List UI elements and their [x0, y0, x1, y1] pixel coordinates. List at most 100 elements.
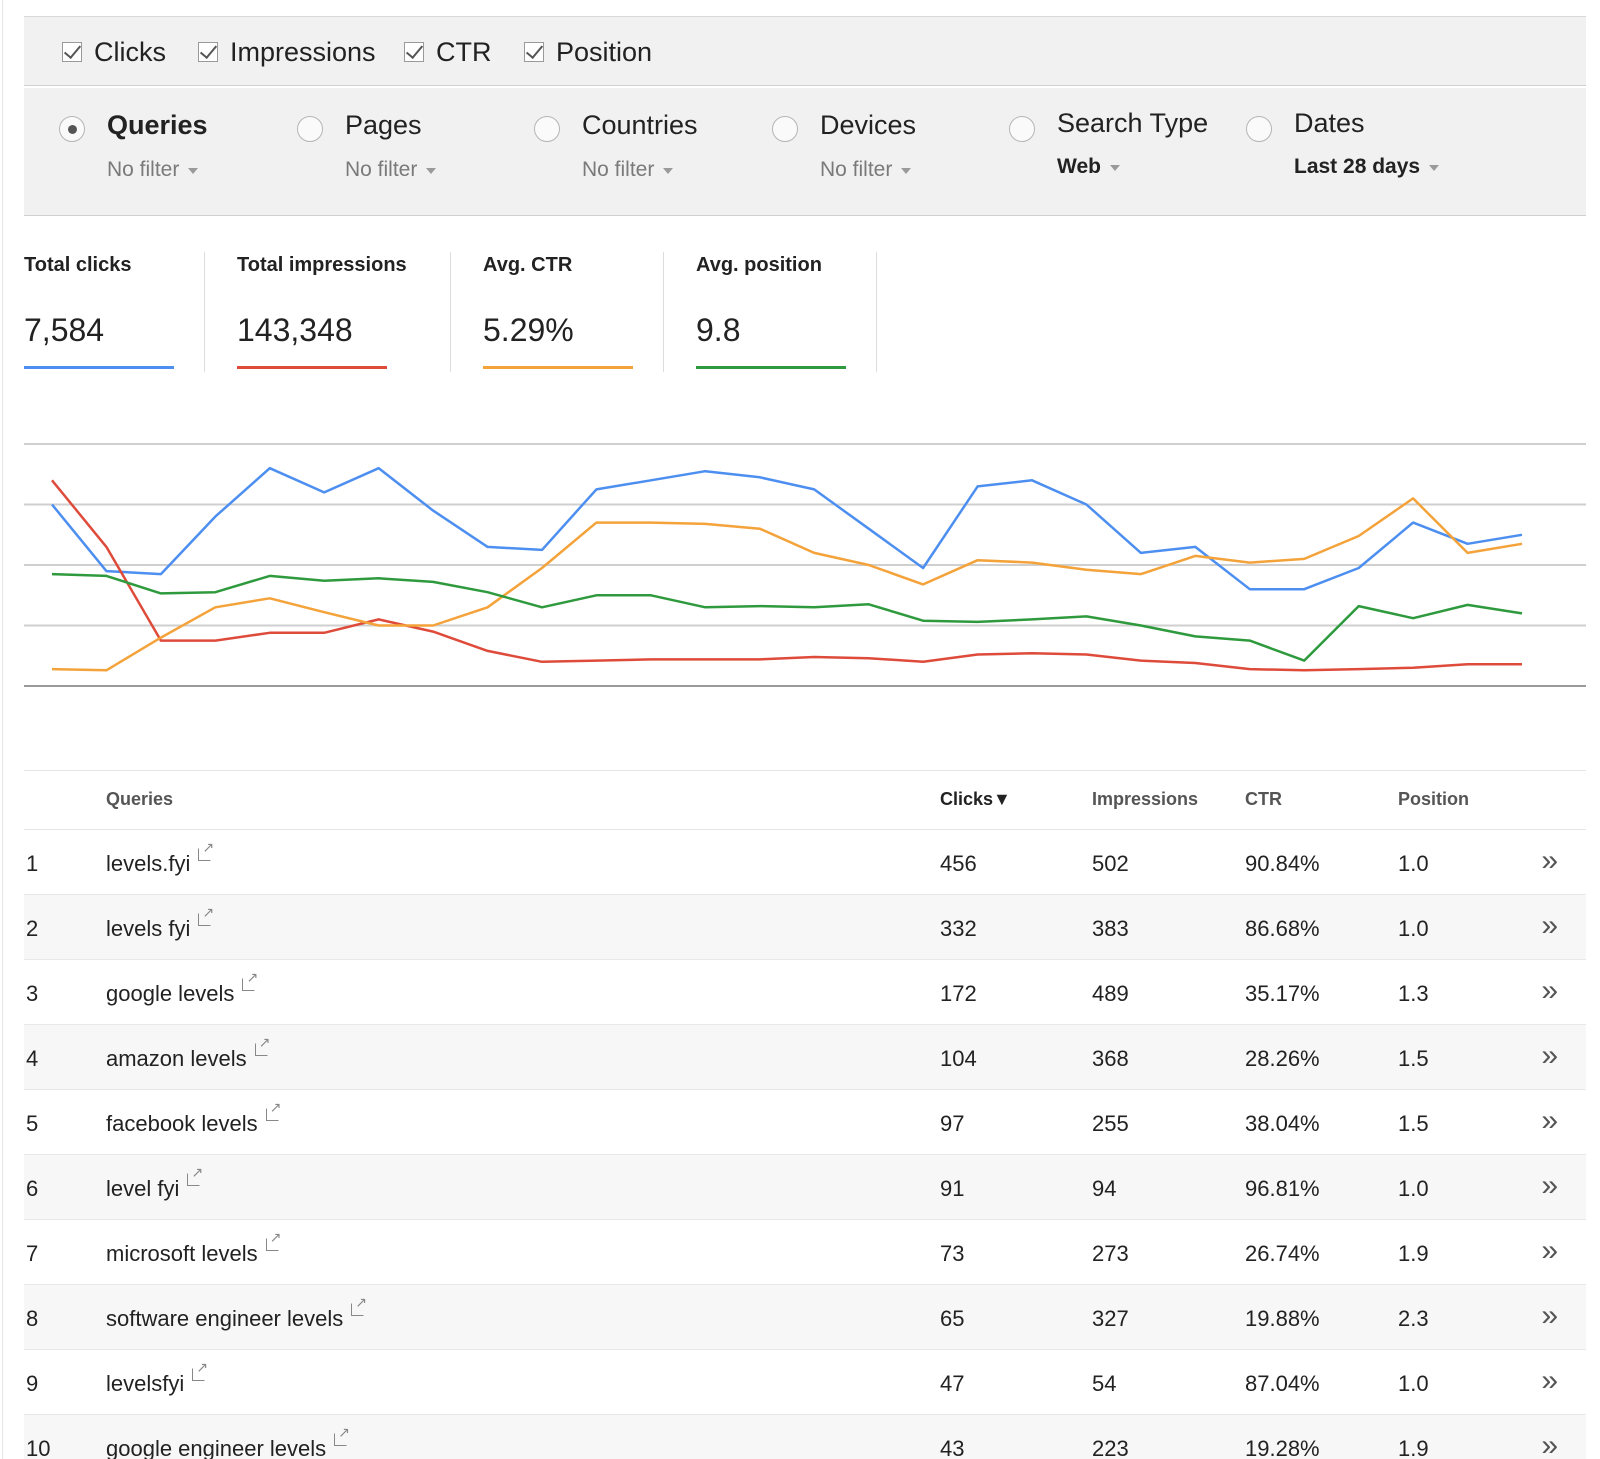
row-position: 1.5	[1398, 1046, 1429, 1071]
dimension-pages[interactable]: Pages No filter	[297, 110, 537, 200]
dimension-label: Search Type	[1057, 108, 1209, 138]
row-ctr: 35.17%	[1245, 981, 1320, 1006]
drill-down-chevron-icon[interactable]: »	[1541, 1234, 1558, 1267]
drill-down-chevron-icon[interactable]: »	[1541, 1169, 1558, 1202]
row-ctr: 86.68%	[1245, 916, 1320, 941]
table-row[interactable]: 9 levelsfyi 47 54 87.04% 1.0 »	[24, 1350, 1586, 1415]
dimension-label: Dates	[1294, 108, 1365, 138]
filter-value: No filter	[582, 158, 655, 181]
column-header-ctr[interactable]: CTR	[1245, 789, 1282, 809]
row-query: facebook levels	[106, 1099, 281, 1137]
row-position: 2.3	[1398, 1306, 1429, 1331]
caret-down-icon	[188, 168, 199, 174]
queries-table: Queries Clicks▼ Impressions CTR Position…	[24, 770, 1586, 1459]
column-header-impressions[interactable]: Impressions	[1092, 789, 1199, 809]
row-clicks: 73	[940, 1241, 965, 1266]
table-row[interactable]: 8 software engineer levels 65 327 19.88% 2.3 »	[24, 1285, 1586, 1350]
radio-icon[interactable]	[534, 116, 560, 142]
dimension-devices[interactable]: Devices No filter	[772, 110, 1012, 200]
table-row[interactable]: 6 level fyi 91 94 96.81% 1.0 »	[24, 1155, 1586, 1220]
dimension-countries[interactable]: Countries No filter	[534, 110, 774, 200]
metric-toggle-clicks[interactable]: Clicks	[62, 37, 166, 67]
external-link-icon[interactable]	[351, 1294, 367, 1316]
row-position: 1.5	[1398, 1111, 1429, 1136]
row-impressions: 223	[1092, 1436, 1129, 1459]
row-clicks: 104	[940, 1046, 977, 1071]
card-value: 5.29%	[483, 312, 574, 348]
external-link-icon[interactable]	[265, 1229, 281, 1251]
drill-down-chevron-icon[interactable]: »	[1541, 1429, 1558, 1459]
metric-toggle-position[interactable]: Position	[524, 37, 652, 67]
card-color-line	[24, 366, 174, 369]
filter-dropdown[interactable]: Last 28 days	[1294, 155, 1440, 179]
row-query: levelsfyi	[106, 1359, 208, 1397]
external-link-icon[interactable]	[198, 839, 214, 861]
drill-down-chevron-icon[interactable]: »	[1541, 909, 1558, 942]
radio-icon[interactable]	[772, 116, 798, 142]
summary-card-clicks[interactable]: Total clicks 7,584	[24, 252, 204, 372]
card-divider	[204, 252, 205, 372]
card-value: 9.8	[696, 312, 741, 348]
metric-toggle-impressions[interactable]: Impressions	[198, 37, 376, 67]
table-row[interactable]: 2 levels fyi 332 383 86.68% 1.0 »	[24, 895, 1586, 960]
summary-card-impressions[interactable]: Total impressions 143,348	[237, 252, 447, 372]
column-header-queries[interactable]: Queries	[106, 789, 174, 809]
performance-line-chart[interactable]	[24, 440, 1586, 700]
radio-icon[interactable]	[1246, 116, 1272, 142]
table-row[interactable]: 1 levels.fyi 456 502 90.84% 1.0 »	[24, 830, 1586, 895]
filter-value: No filter	[345, 158, 418, 181]
row-rank: 7	[26, 1241, 39, 1266]
caret-down-icon	[1429, 165, 1440, 171]
drill-down-chevron-icon[interactable]: »	[1541, 1104, 1558, 1137]
radio-selected-icon[interactable]	[59, 116, 85, 142]
drill-down-chevron-icon[interactable]: »	[1541, 974, 1558, 1007]
table-row[interactable]: 10 google engineer levels 43 223 19.28% 1.9 »	[24, 1415, 1586, 1459]
filter-dropdown[interactable]: No filter	[107, 158, 199, 182]
row-position: 1.3	[1398, 981, 1429, 1006]
checkbox-checked-icon[interactable]	[62, 42, 82, 62]
drill-down-chevron-icon[interactable]: »	[1541, 844, 1558, 877]
filter-dropdown[interactable]: No filter	[582, 158, 674, 182]
radio-icon[interactable]	[1009, 116, 1035, 142]
row-position: 1.0	[1398, 1371, 1429, 1396]
column-header-position[interactable]: Position	[1398, 789, 1469, 809]
checkbox-checked-icon[interactable]	[198, 42, 218, 62]
filter-dropdown[interactable]: Web	[1057, 155, 1120, 179]
dimension-dates[interactable]: Dates Last 28 days	[1246, 108, 1486, 200]
table-row[interactable]: 5 facebook levels 97 255 38.04% 1.5 »	[24, 1090, 1586, 1155]
radio-icon[interactable]	[297, 116, 323, 142]
query-text: microsoft levels	[106, 1241, 258, 1266]
external-link-icon[interactable]	[187, 1164, 203, 1186]
row-impressions: 327	[1092, 1306, 1129, 1331]
external-link-icon[interactable]	[242, 969, 258, 991]
drill-down-chevron-icon[interactable]: »	[1541, 1039, 1558, 1072]
metric-label: Clicks	[94, 36, 166, 67]
external-link-icon[interactable]	[192, 1359, 208, 1381]
dimension-search-type[interactable]: Search Type Web	[1009, 108, 1249, 200]
checkbox-checked-icon[interactable]	[524, 42, 544, 62]
metric-label: CTR	[436, 36, 492, 67]
table-row[interactable]: 7 microsoft levels 73 273 26.74% 1.9 »	[24, 1220, 1586, 1285]
external-link-icon[interactable]	[254, 1034, 270, 1056]
external-link-icon[interactable]	[198, 904, 214, 926]
filter-dropdown[interactable]: No filter	[345, 158, 437, 182]
metric-toggle-ctr[interactable]: CTR	[404, 37, 492, 67]
table-row[interactable]: 4 amazon levels 104 368 28.26% 1.5 »	[24, 1025, 1586, 1090]
filter-dropdown[interactable]: No filter	[820, 158, 912, 182]
row-clicks: 65	[940, 1306, 965, 1331]
checkbox-checked-icon[interactable]	[404, 42, 424, 62]
drill-down-chevron-icon[interactable]: »	[1541, 1299, 1558, 1332]
row-ctr: 96.81%	[1245, 1176, 1320, 1201]
summary-card-ctr[interactable]: Avg. CTR 5.29%	[483, 252, 663, 372]
external-link-icon[interactable]	[334, 1424, 350, 1446]
caret-down-icon	[901, 168, 912, 174]
drill-down-chevron-icon[interactable]: »	[1541, 1364, 1558, 1397]
row-ctr: 19.88%	[1245, 1306, 1320, 1331]
dimension-queries[interactable]: Queries No filter	[59, 110, 299, 200]
column-header-clicks[interactable]: Clicks▼	[940, 789, 1011, 809]
external-link-icon[interactable]	[265, 1099, 281, 1121]
card-label: Avg. CTR	[483, 254, 573, 276]
table-row[interactable]: 3 google levels 172 489 35.17% 1.3 »	[24, 960, 1586, 1025]
summary-card-position[interactable]: Avg. position 9.8	[696, 252, 876, 372]
